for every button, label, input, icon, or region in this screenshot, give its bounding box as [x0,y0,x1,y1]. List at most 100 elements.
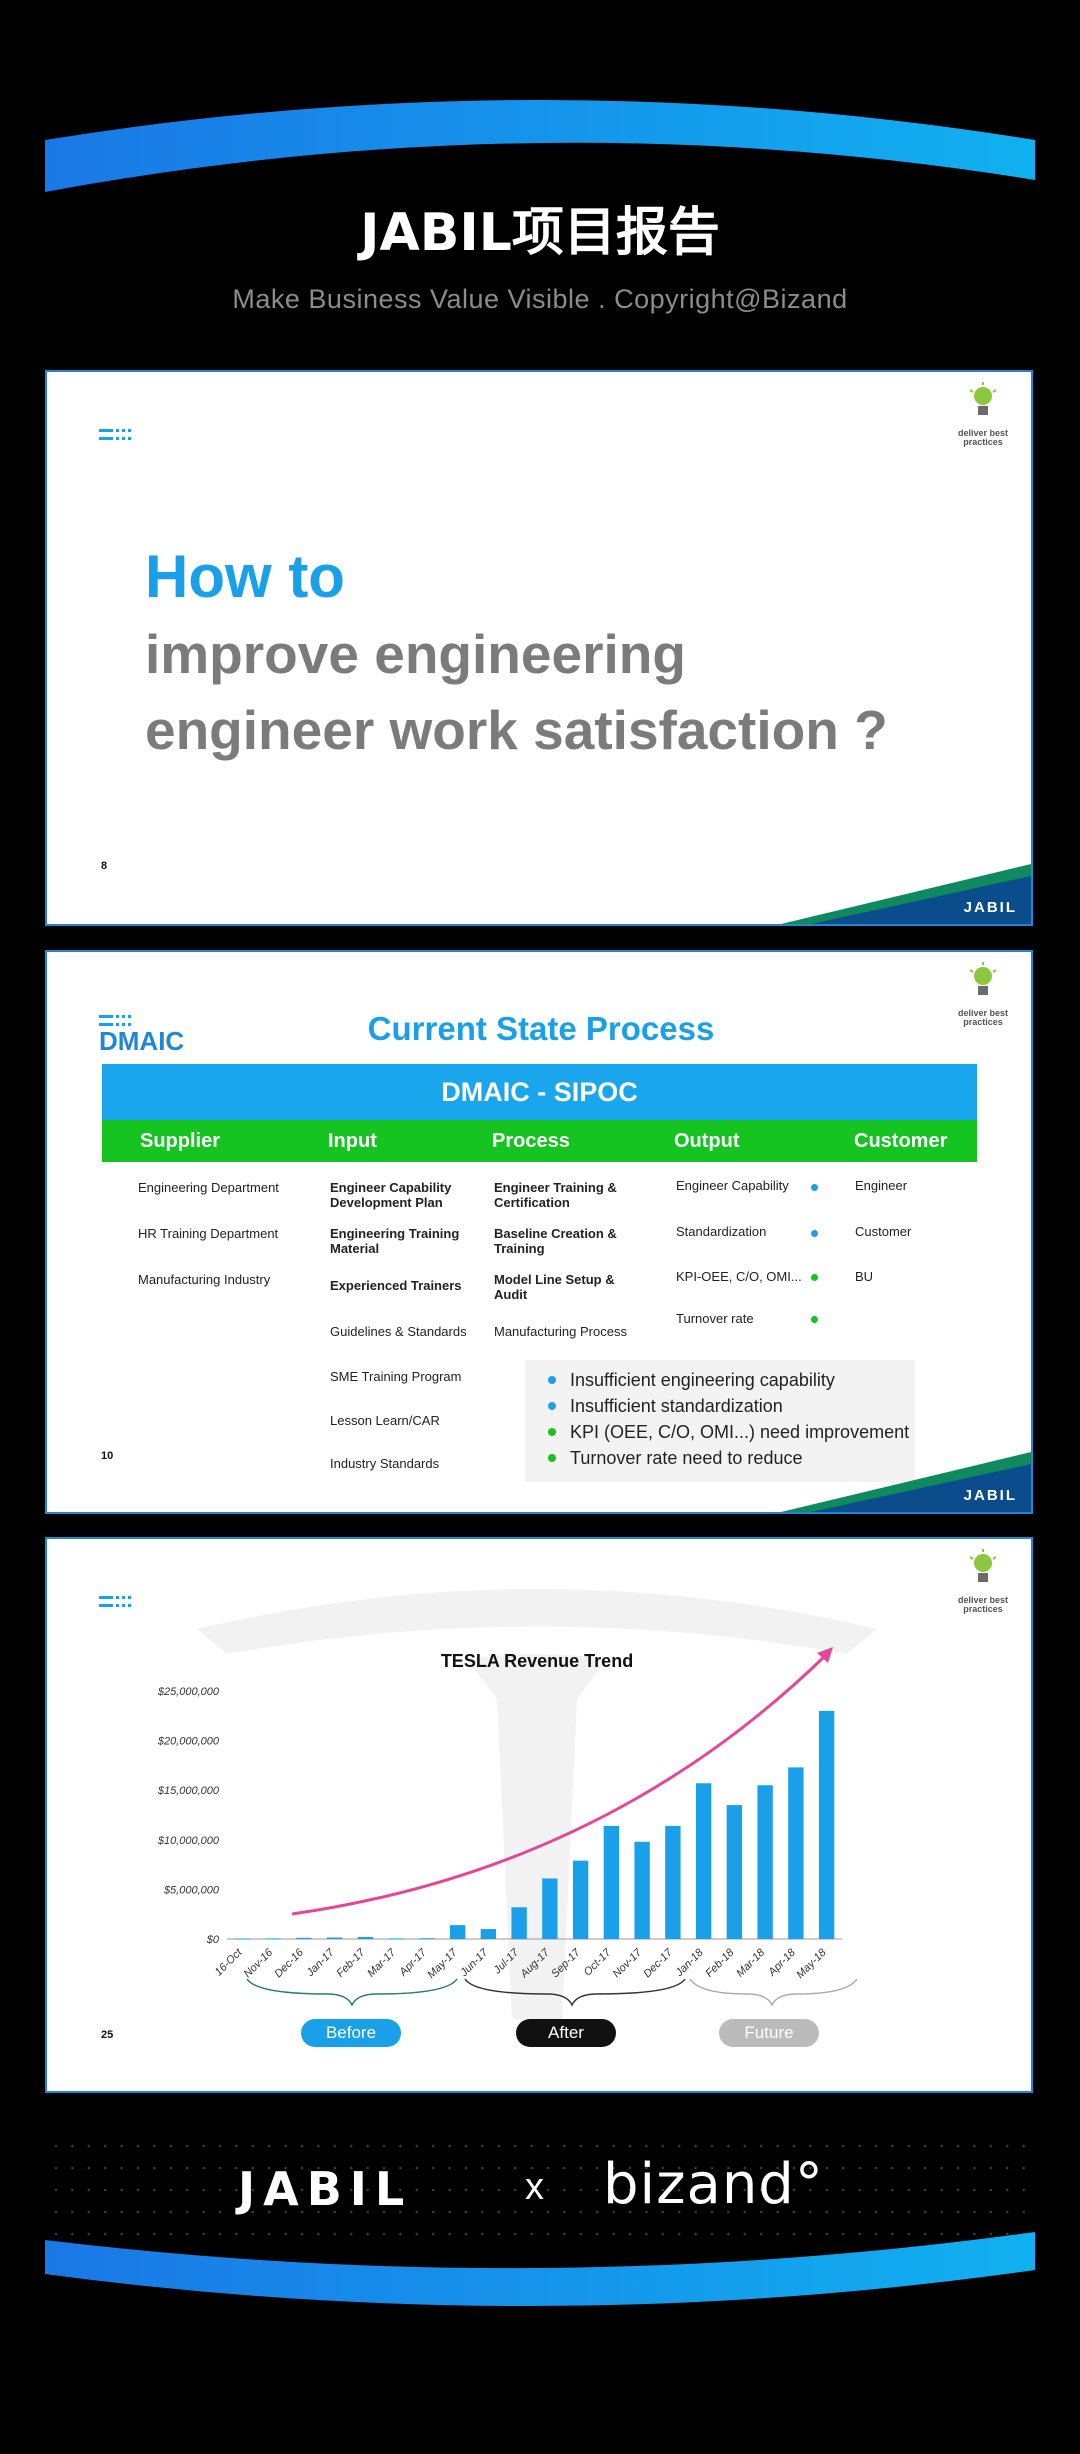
output-cell: Standardization [676,1224,767,1239]
supplier-cell: Engineering Department [138,1180,279,1195]
slide1-heading-how-to: How to [145,543,345,610]
output-cell: Turnover rate [676,1311,754,1326]
callout-item: KPI (OEE, C/O, OMI...) need improvement [548,1422,909,1443]
sipoc-header-row: Supplier Input Process Output Customer [102,1120,977,1162]
trend-arrow [291,1652,829,1916]
chart-title: TESLA Revenue Trend [441,1651,633,1671]
header-input: Input [328,1130,377,1152]
customer-cell: BU [855,1269,874,1284]
dmaic-logo: DMAIC [99,1026,185,1056]
input-cell: Engineering Training Material [330,1226,460,1256]
revenue-chart: TESLA Revenue Trend $0 $5,000,000 $10,000,0… [157,1589,877,2019]
x-tick-label: Mar-18 [734,1946,768,1980]
x-tick-label: Oct-17 [582,1946,614,1978]
bar [757,1785,773,1939]
x-tick-label: Apr-18 [766,1946,799,1979]
lightbulb-badge-icon: deliver best practices [953,962,1013,1042]
supplier-cell: HR Training Department [138,1226,279,1241]
bar [726,1805,743,1939]
callout-item: Insufficient engineering capability [548,1370,835,1391]
badge-text: deliver best practices [957,1008,1009,1027]
output-cell: KPI-OEE, C/O, OMI... [676,1269,802,1284]
output-status-dot [811,1274,818,1281]
bar [357,1937,374,1939]
x-tick-label: Dec-17 [641,1946,675,1980]
y-tick-label: $15,000,000 [157,1785,220,1797]
dot-pattern-decoration [54,2144,1025,2236]
x-tick-label: May-18 [794,1946,829,1981]
y-tick-label: $20,000,000 [157,1736,220,1748]
sipoc-band: DMAIC - SIPOC [102,1064,977,1120]
bar [511,1907,527,1939]
bullet-dot-icon [548,1454,556,1462]
supplier-cell: Manufacturing Industry [138,1272,271,1287]
bar [265,1938,281,1940]
future-pill: Future [719,2019,819,2047]
process-cell: Model Line Setup & Audit [494,1272,615,1302]
bullet-dot-icon [548,1376,556,1384]
x-tick-label: Nov-17 [611,1946,645,1980]
y-tick-label: $10,000,000 [157,1835,220,1847]
lightbulb-badge-icon: deliver best practices [953,1549,1013,1629]
bottom-arc-decoration [45,2232,1035,2307]
watermark-logo-icon [197,1589,877,2019]
input-cell: Guidelines & Standards [330,1324,467,1339]
input-cell: Engineer Capability Development Plan [330,1180,452,1210]
slide1-heading-line3: engineer work satisfaction ? [145,699,888,761]
slide-number: 8 [101,860,108,872]
x-tick-label: Jun-17 [458,1946,492,1980]
grid-logo-icon [99,429,131,440]
x-tick-label: Jan-18 [673,1946,707,1980]
input-cell: SME Training Program [330,1369,462,1384]
output-cell: Engineer Capability [676,1178,789,1193]
callout-item: Turnover rate need to reduce [548,1448,802,1469]
before-brace [246,1978,458,2007]
bar [234,1938,251,1940]
bar [572,1860,589,1939]
bar [388,1938,404,1940]
bar [480,1929,497,1939]
bar [634,1841,650,1939]
x-tick-label: Dec-16 [272,1946,306,1980]
slide1-heading-line2: improve engineering [145,623,686,685]
bar [296,1937,312,1939]
after-pill: After [516,2019,616,2047]
slide2-title: Current State Process [367,1010,715,1047]
page-subtitle: Make Business Value Visible . Copyright@… [232,284,848,314]
issues-callout: Insufficient engineering capability Insu… [525,1360,915,1482]
top-arc-decoration [45,100,1035,192]
footer-jabil-logo: JABIL [238,2162,413,2216]
input-cell: Experienced Trainers [330,1278,462,1293]
footer-separator: x [525,2166,544,2208]
lightbulb-badge-icon: deliver best practices [953,382,1013,462]
bar [542,1878,558,1939]
bar [818,1710,835,1939]
corner-stripe-decoration [781,1452,1031,1512]
customer-cell: Engineer [855,1178,908,1193]
x-tick-label: Nov-16 [242,1946,276,1980]
header-supplier: Supplier [140,1130,221,1152]
bullet-dot-icon [548,1402,556,1410]
bullet-dot-icon [548,1428,556,1436]
bar [326,1937,343,1939]
slide-sipoc: DMAIC deliver best practices Current Sta… [45,950,1033,1514]
x-tick-label: Feb-17 [334,1946,368,1980]
output-status-dot [811,1316,818,1323]
bar [603,1825,620,1939]
corner-jabil-logo: JABIL [963,899,1017,916]
grid-logo-icon [99,1015,131,1026]
bar [665,1825,681,1939]
bar [449,1925,466,1939]
slide-how-to: deliver best practices How to improve en… [45,370,1033,926]
corner-jabil-logo: JABIL [963,1487,1017,1504]
header-output: Output [674,1130,740,1152]
corner-stripe-decoration [781,864,1031,924]
future-brace [689,1978,858,2007]
header-customer: Customer [854,1130,948,1152]
before-pill: Before [301,2019,401,2047]
output-status-dot [811,1230,818,1237]
footer-bizand-logo: bizand° [603,2152,824,2217]
process-cell: Baseline Creation & Training [494,1226,617,1256]
bar [695,1783,712,1939]
output-status-dot [811,1184,818,1191]
